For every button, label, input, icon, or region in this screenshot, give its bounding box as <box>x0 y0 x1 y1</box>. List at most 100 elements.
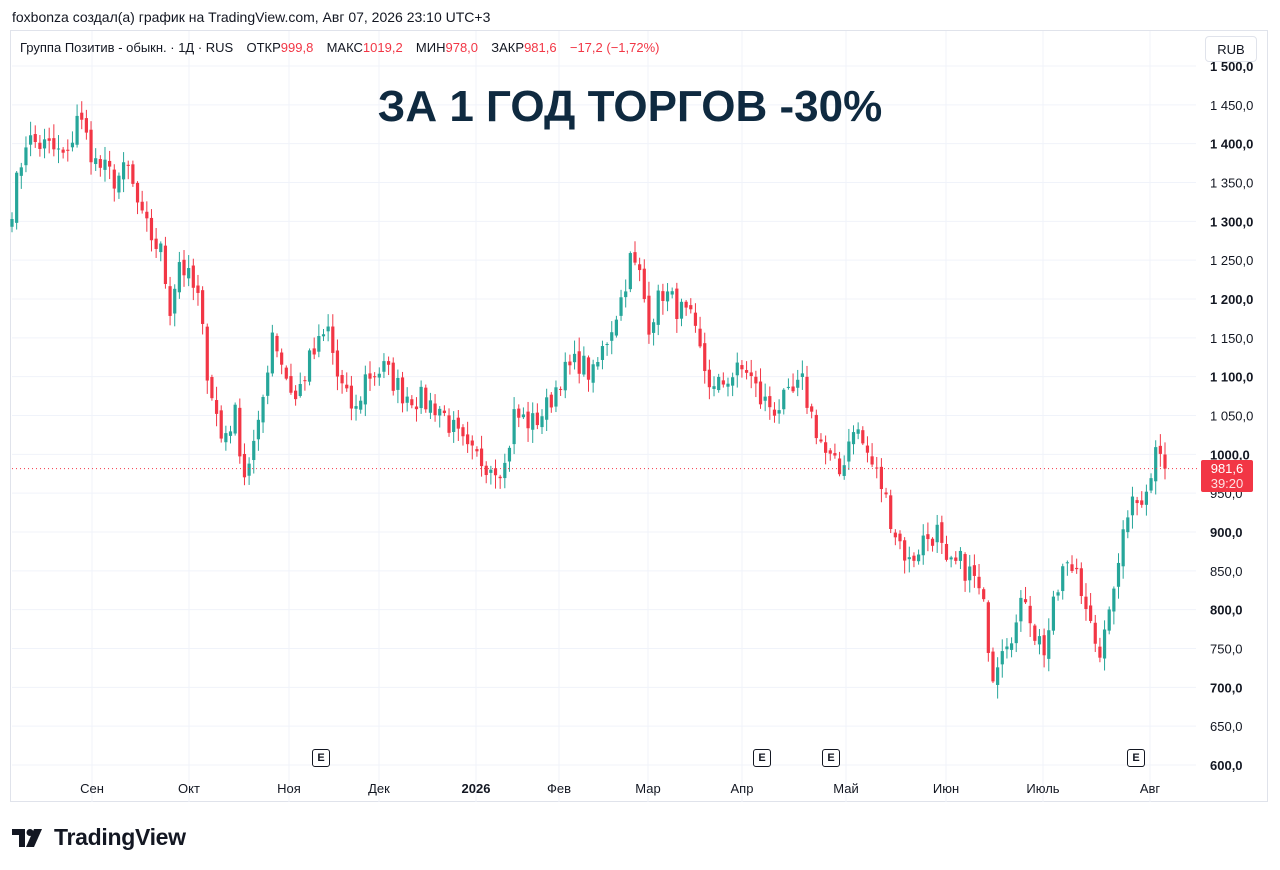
x-tick-label: 2026 <box>462 781 491 796</box>
y-tick-label: 700,0 <box>1210 680 1243 695</box>
candle-body <box>977 576 981 589</box>
candle-body <box>698 328 702 347</box>
y-tick-label: 1 200,0 <box>1210 292 1253 307</box>
tradingview-logo[interactable]: TradingView <box>12 824 186 851</box>
candle-body <box>879 466 883 490</box>
y-tick-label: 1 450,0 <box>1210 98 1253 113</box>
candle-body <box>614 319 618 336</box>
earnings-marker[interactable]: E <box>753 749 771 767</box>
candle-body <box>647 295 651 335</box>
candle-body <box>242 453 247 478</box>
candle-body <box>833 453 837 456</box>
candle-body <box>842 465 846 476</box>
earnings-marker[interactable]: E <box>312 749 330 767</box>
candle-body <box>563 361 567 391</box>
candle-body <box>921 535 925 556</box>
candle-body <box>1070 564 1074 571</box>
candle-body <box>991 651 995 682</box>
candle-body <box>89 129 93 163</box>
candle-body <box>777 410 781 414</box>
candle-body <box>163 245 168 285</box>
x-tick-label: Май <box>833 781 858 796</box>
y-tick-label: 900,0 <box>1210 525 1243 540</box>
candle-body <box>438 408 442 416</box>
low-label: МИН <box>415 40 446 55</box>
symbol-label: Группа Позитив - обыкн. · 1Д · RUS <box>20 40 234 55</box>
candle-body <box>870 456 874 465</box>
y-tick-label: 850,0 <box>1210 564 1243 579</box>
candle-body <box>354 406 358 409</box>
candle-body <box>926 534 930 540</box>
candle-body <box>768 396 772 408</box>
candle-body <box>452 419 456 432</box>
candle-body <box>312 348 316 355</box>
candle-body <box>596 361 600 367</box>
candle-body <box>294 390 298 400</box>
candle-body <box>531 413 535 430</box>
candle-body <box>1033 625 1037 641</box>
candle-body <box>684 301 688 308</box>
open-label: ОТКР <box>246 40 281 55</box>
candle-body <box>782 389 786 410</box>
earnings-marker[interactable]: E <box>1127 749 1145 767</box>
candle-body <box>475 449 479 452</box>
candle-body <box>996 667 1000 685</box>
candle-body <box>958 550 963 561</box>
candle-body <box>410 399 414 406</box>
candle-body <box>703 343 707 372</box>
x-tick-label: Июль <box>1026 781 1059 796</box>
candle-body <box>66 149 70 151</box>
candle-body <box>717 376 721 391</box>
candle-body <box>814 414 818 439</box>
x-tick-label: Сен <box>80 781 104 796</box>
candle-body <box>526 411 530 429</box>
candle-body <box>15 172 19 223</box>
earnings-marker[interactable]: E <box>822 749 840 767</box>
candle-body <box>424 387 428 410</box>
candle-body <box>731 377 735 386</box>
candle-body <box>963 554 967 581</box>
candle-body <box>126 164 130 166</box>
bar-countdown: 39:20 <box>1210 476 1244 491</box>
candle-body <box>638 264 642 271</box>
candle-body <box>121 162 126 180</box>
candle-body <box>935 524 939 543</box>
candle-body <box>466 434 470 445</box>
x-tick-label: Окт <box>178 781 200 796</box>
candle-body <box>633 252 637 263</box>
candle-body <box>317 336 321 352</box>
candle-body <box>414 406 419 410</box>
candle-body <box>591 364 595 383</box>
y-tick-label: 800,0 <box>1210 603 1243 618</box>
candle-body <box>805 376 809 408</box>
candle-body <box>944 543 949 560</box>
x-tick-label: Июн <box>933 781 959 796</box>
candle-body <box>228 431 233 436</box>
candle-body <box>721 380 725 385</box>
candle-body <box>252 440 256 461</box>
candle-body <box>405 396 409 403</box>
candle-body <box>796 379 800 388</box>
candle-body <box>828 450 832 454</box>
candle-body <box>670 291 674 295</box>
candle-body <box>1009 643 1014 650</box>
candle-body <box>507 447 512 462</box>
high-value: 1019,2 <box>362 40 403 55</box>
candle-body <box>1019 597 1023 622</box>
y-tick-label: 750,0 <box>1210 642 1243 657</box>
candle-body <box>154 238 158 249</box>
candle-body <box>303 380 307 382</box>
candle-body <box>540 416 544 428</box>
currency-button[interactable]: RUB <box>1205 36 1257 62</box>
candle-body <box>726 383 730 387</box>
ohlc-legend: Группа Позитив - обыкн. · 1Д · RUS ОТКР9… <box>20 40 659 55</box>
candle-body <box>94 158 98 165</box>
candle-body <box>70 142 75 148</box>
candle-body <box>56 148 61 150</box>
candle-body <box>744 370 749 373</box>
candle-body <box>19 167 23 176</box>
candle-body <box>1112 588 1116 612</box>
candle-body <box>1061 566 1065 592</box>
y-tick-label: 1 100,0 <box>1210 370 1253 385</box>
